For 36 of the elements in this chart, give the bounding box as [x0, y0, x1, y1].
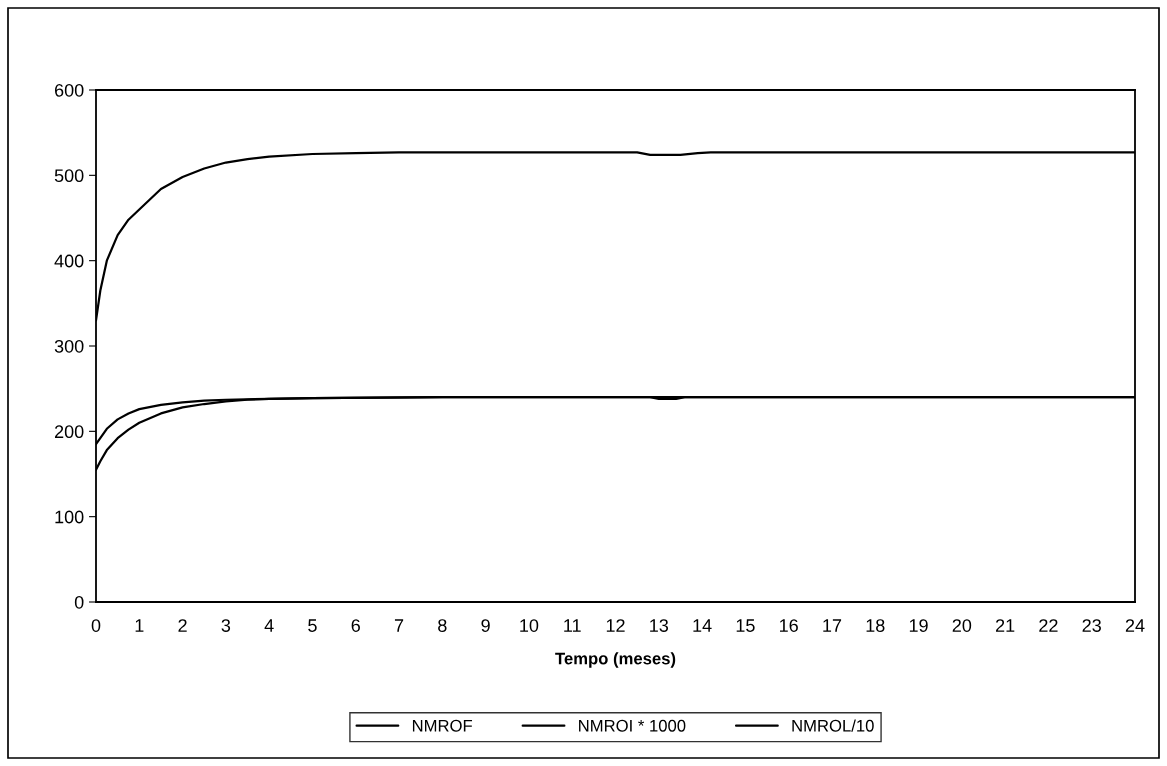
x-tick-label: 13 [650, 619, 669, 632]
legend-label: NMROF [412, 719, 473, 732]
x-tick-label: 15 [736, 619, 755, 632]
x-tick-label: 22 [1039, 619, 1058, 632]
x-axis-title: Tempo (meses) [555, 652, 676, 668]
x-tick-label: 23 [1082, 619, 1101, 632]
x-tick-label: 8 [438, 619, 447, 632]
x-tick-label: 11 [564, 619, 581, 632]
legend-label: NMROL/10 [792, 719, 874, 732]
x-tick-label: 10 [520, 619, 539, 632]
x-tick-label: 21 [995, 619, 1015, 632]
x-tick-label: 4 [264, 619, 274, 632]
x-tick-label: 3 [221, 619, 231, 632]
x-tick-label: 19 [909, 619, 928, 632]
y-tick-label: 100 [55, 510, 84, 524]
y-tick-label: 600 [54, 83, 84, 97]
x-tick-label: 9 [481, 619, 490, 632]
x-tick-label: 18 [866, 619, 885, 632]
y-tick-label: 300 [54, 339, 84, 353]
x-tick-label: 0 [91, 619, 101, 632]
y-tick-label: 400 [54, 254, 84, 268]
x-tick-label: 14 [693, 619, 712, 632]
y-tick-label: 0 [74, 595, 84, 609]
x-tick-label: 2 [178, 619, 187, 632]
x-tick-label: 17 [823, 619, 842, 632]
x-tick-label: 6 [351, 619, 360, 632]
x-tick-label: 1 [135, 619, 144, 632]
x-tick-label: 12 [606, 619, 625, 632]
y-tick-label: 200 [54, 425, 84, 439]
x-tick-label: 7 [394, 619, 404, 632]
x-tick-label: 16 [780, 619, 798, 632]
y-tick-label: 500 [54, 169, 84, 183]
x-tick-label: 20 [952, 619, 972, 632]
x-tick-label: 24 [1125, 619, 1145, 632]
legend-label: NMROI * 1000 [579, 719, 686, 732]
x-tick-label: 5 [308, 619, 317, 632]
